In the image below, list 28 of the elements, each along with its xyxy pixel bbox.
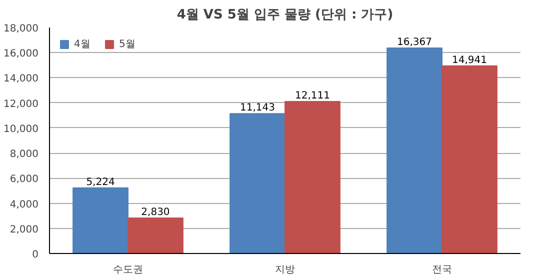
y-tick-label: 14,000 xyxy=(4,74,39,85)
y-tick-label: 0 xyxy=(32,250,39,260)
y-tick-label: 8,000 xyxy=(10,149,39,160)
y-tick-label: 6,000 xyxy=(10,174,39,186)
data-label: 16,367 xyxy=(397,37,432,48)
bar xyxy=(230,113,286,254)
y-tick-label: 16,000 xyxy=(4,48,39,60)
bar xyxy=(128,217,184,254)
x-tick-label: 전국 xyxy=(432,264,452,276)
data-label: 2,830 xyxy=(141,206,170,218)
data-label: 5,224 xyxy=(86,176,115,188)
y-tick-label: 2,000 xyxy=(10,224,39,236)
x-tick-label: 수도권 xyxy=(113,264,143,276)
data-label: 14,941 xyxy=(452,54,487,66)
x-tick-label: 지방 xyxy=(275,264,295,276)
bar xyxy=(72,187,128,254)
y-tick-label: 18,000 xyxy=(4,24,39,34)
y-tick-label: 10,000 xyxy=(4,124,39,135)
legend-label: 4월 xyxy=(74,38,92,51)
legend-label: 5월 xyxy=(119,38,136,51)
bar xyxy=(386,48,442,254)
y-tick-label: 4,000 xyxy=(10,199,39,210)
bar xyxy=(442,65,498,254)
data-label: 11,143 xyxy=(240,102,276,114)
bar xyxy=(284,100,340,254)
chart-title: 4월 VS 5월 입주 물량 (단위 : 가구) xyxy=(176,8,394,22)
data-label: 12,111 xyxy=(294,90,330,102)
y-tick-label: 12,000 xyxy=(4,98,39,110)
